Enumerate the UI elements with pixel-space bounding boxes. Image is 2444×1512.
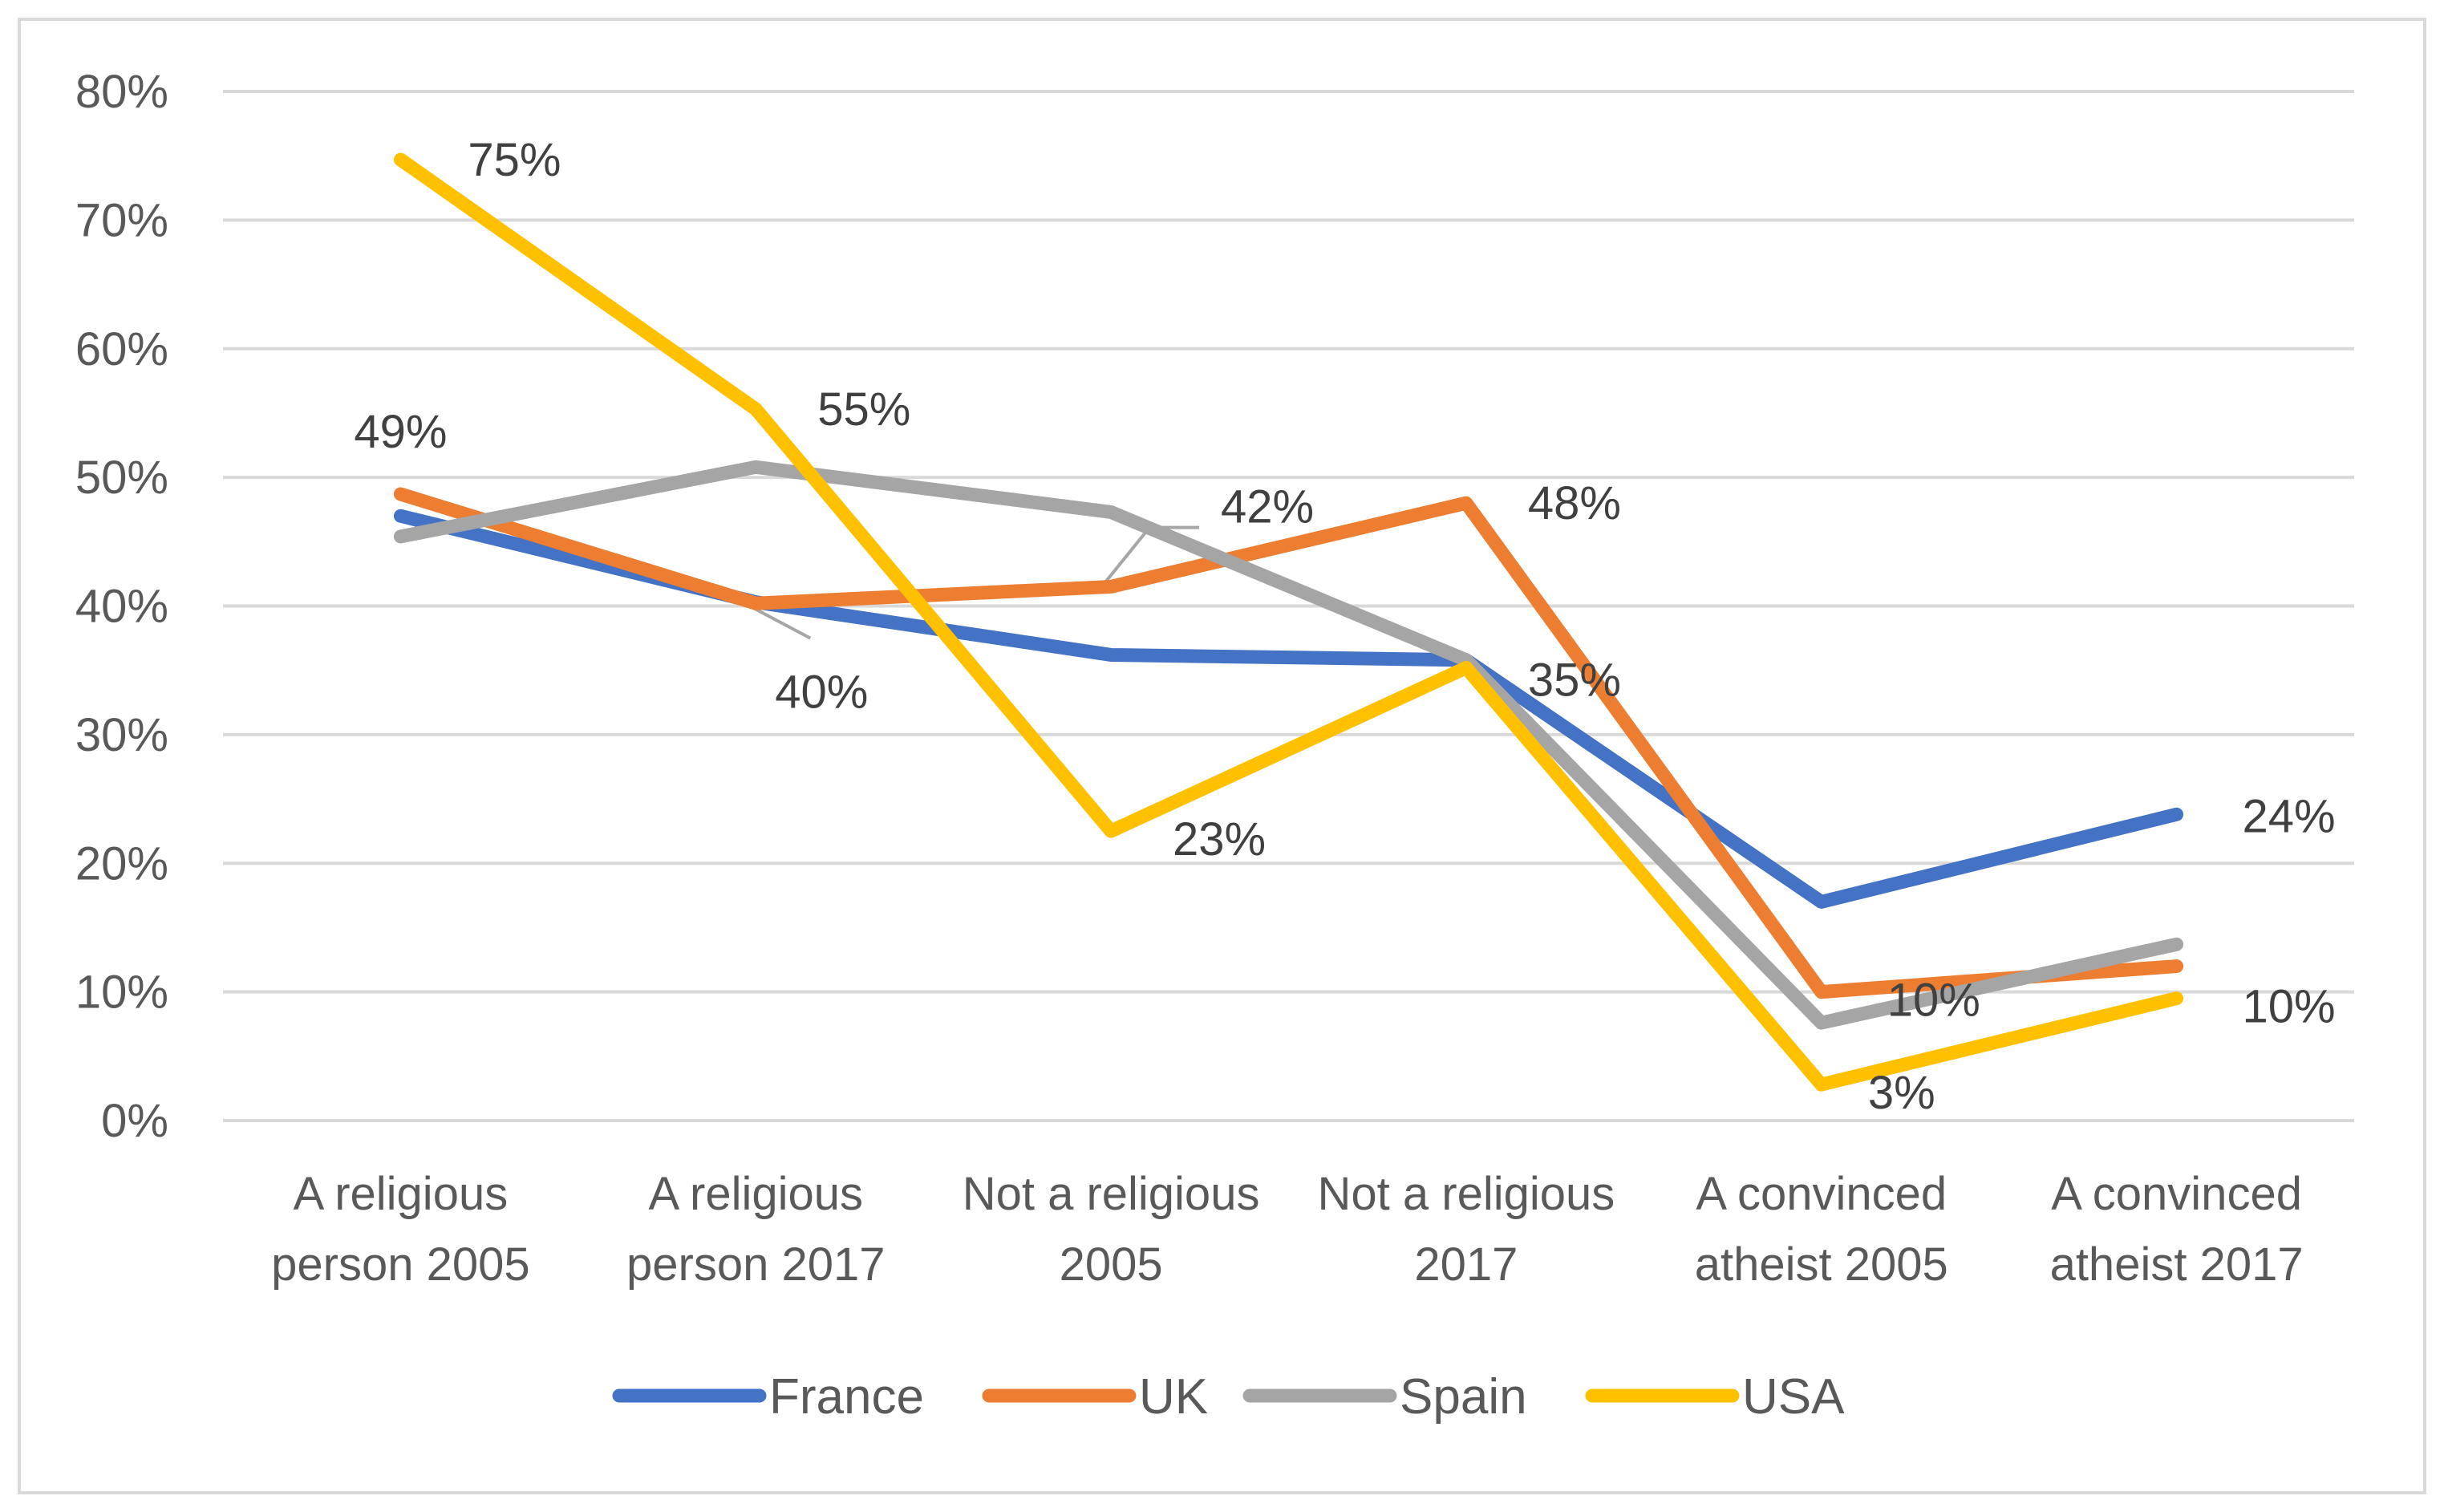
y-axis-tick-labels: 0% 10% 20% 30% 40% 50% 60% 70% 80% bbox=[75, 66, 168, 1147]
x-category-label-line: Not a religious bbox=[963, 1168, 1260, 1220]
y-tick-label: 40% bbox=[75, 581, 168, 633]
x-category-label-line: 2005 bbox=[1060, 1238, 1163, 1291]
data-label-france: 24% bbox=[2243, 790, 2336, 842]
x-category-label-line: person 2005 bbox=[271, 1238, 529, 1291]
data-label-uk: 10% bbox=[1887, 975, 1980, 1027]
series-line-uk bbox=[393, 487, 2184, 999]
data-label-uk: 40% bbox=[775, 666, 868, 718]
x-axis-category-labels: A religious person 2005 A religious person … bbox=[271, 1168, 2303, 1291]
y-tick-label: 10% bbox=[75, 967, 168, 1019]
y-tick-label: 70% bbox=[75, 194, 168, 246]
legend-label-uk: UK bbox=[1139, 1369, 1208, 1425]
x-category-label-line: Not a religious bbox=[1318, 1168, 1615, 1220]
x-category-label-line: A religious bbox=[648, 1168, 863, 1220]
x-category-label-line: A convinced bbox=[2051, 1168, 2302, 1220]
gridlines bbox=[223, 90, 2354, 1122]
legend-label-spain: Spain bbox=[1400, 1369, 1527, 1425]
legend-label-france: France bbox=[769, 1369, 924, 1425]
data-label-usa: 10% bbox=[2243, 981, 2336, 1033]
data-label-uk: 42% bbox=[1221, 480, 1314, 533]
data-label-usa: 3% bbox=[1868, 1067, 1935, 1119]
data-label-usa: 23% bbox=[1173, 813, 1266, 865]
series-line-spain bbox=[393, 460, 2184, 1030]
data-label-uk: 48% bbox=[1528, 477, 1621, 529]
y-tick-label: 20% bbox=[75, 837, 168, 890]
y-tick-label: 50% bbox=[75, 452, 168, 504]
x-category-label: Not a religious 2005 bbox=[963, 1168, 1260, 1291]
x-category-label-line: A convinced bbox=[1696, 1168, 1947, 1220]
series-lines bbox=[393, 152, 2184, 1092]
data-labels: 49% 40% 42% 48% 10% 75% 55% 23% 35% 3% 10% 24% bbox=[354, 134, 2335, 1119]
y-tick-label: 0% bbox=[101, 1095, 168, 1147]
y-tick-label: 30% bbox=[75, 709, 168, 761]
legend: France UK Spain USA bbox=[612, 1369, 1845, 1425]
x-category-label-line: A religious bbox=[294, 1168, 509, 1220]
x-category-label: Not a religious 2017 bbox=[1318, 1168, 1615, 1291]
x-category-label-line: atheist 2017 bbox=[2050, 1238, 2304, 1291]
x-category-label: A religious person 2005 bbox=[271, 1168, 529, 1291]
x-category-label: A religious person 2017 bbox=[626, 1168, 885, 1291]
x-category-label-line: atheist 2005 bbox=[1695, 1238, 1948, 1291]
data-label-usa: 75% bbox=[468, 134, 561, 186]
chart-frame bbox=[18, 18, 2426, 1494]
data-label-usa: 55% bbox=[817, 383, 910, 436]
series-line-usa bbox=[393, 152, 2184, 1092]
x-category-label: A convinced atheist 2017 bbox=[2050, 1168, 2304, 1291]
leader-line bbox=[747, 603, 812, 640]
x-category-label-line: 2017 bbox=[1414, 1238, 1518, 1291]
data-label-usa: 35% bbox=[1528, 654, 1621, 706]
data-label-uk: 49% bbox=[354, 406, 447, 458]
legend-label-usa: USA bbox=[1742, 1369, 1845, 1425]
y-tick-label: 80% bbox=[75, 66, 168, 118]
x-category-label: A convinced atheist 2005 bbox=[1695, 1168, 1948, 1291]
x-category-label-line: person 2017 bbox=[626, 1238, 885, 1291]
y-tick-label: 60% bbox=[75, 323, 168, 375]
